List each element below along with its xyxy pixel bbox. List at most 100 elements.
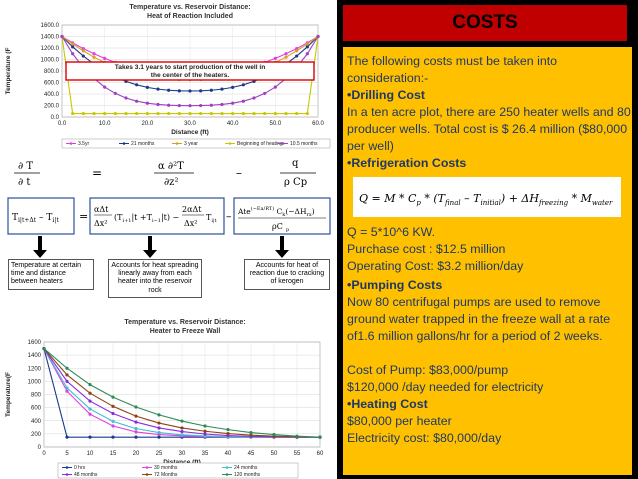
data-point: [273, 111, 277, 116]
svg-text:=: =: [92, 166, 102, 180]
chart1-title-line1: Temperature vs. Reservoir Distance:: [129, 4, 250, 11]
data-point: [88, 399, 92, 403]
data-point: [111, 411, 115, 416]
data-point: [305, 45, 309, 49]
legend-marker: [145, 473, 149, 476]
data-point: [65, 379, 69, 383]
data-point: [71, 45, 75, 49]
x-tick-label: 10.0: [99, 121, 111, 127]
data-point: [188, 89, 192, 93]
eq-rhs-numerator: q: [292, 158, 299, 169]
operating-cost: Operating Cost: $3.2 million/day: [347, 259, 524, 273]
data-point: [231, 101, 235, 105]
svg-text:Ate(−Ea/RT) Ck(−ΔHrx): Ate(−Ea/RT) Ck(−ΔHrx): [237, 205, 315, 218]
data-point: [241, 99, 245, 103]
data-point: [226, 428, 230, 432]
data-point: [305, 52, 309, 56]
eq-lhs-denominator: ∂ t: [18, 177, 30, 188]
legend-marker: [228, 142, 232, 145]
y-tick-label: 200: [31, 432, 42, 438]
legend-box: [61, 138, 331, 149]
data-point: [134, 405, 138, 409]
y-tick-label: 600: [31, 406, 42, 412]
data-point: [231, 85, 235, 89]
x-tick-label: 40: [225, 451, 232, 457]
legend-label: 72 Months: [154, 472, 178, 478]
data-point: [180, 429, 184, 434]
data-point: [71, 111, 75, 116]
data-point: [220, 102, 224, 107]
data-point: [157, 426, 161, 430]
data-point: [273, 56, 277, 60]
data-point: [231, 111, 235, 116]
data-point: [134, 414, 138, 418]
data-point: [295, 46, 299, 51]
chart2-title-line2: Heater to Freeze Wall: [150, 328, 221, 335]
legend-label: 10.5 months: [290, 141, 318, 147]
data-point: [157, 435, 161, 439]
data-point: [203, 432, 207, 436]
pumping-heading: •Pumping Costs: [347, 278, 443, 292]
data-point: [156, 102, 160, 107]
data-point: [318, 435, 322, 439]
y-tick-label: 1200: [28, 366, 42, 372]
electricity-pumping: $120,000 /day needed for electricity: [347, 380, 544, 394]
y-tick-label: 400: [31, 419, 42, 425]
data-point: [81, 111, 85, 116]
data-point: [167, 111, 171, 116]
data-point: [252, 96, 256, 100]
drilling-text: In a ten acre plot, there are 250 heater…: [347, 105, 631, 153]
data-point: [209, 103, 213, 107]
intro-text: The following costs must be taken into c…: [347, 54, 558, 85]
x-axis-label: Distance (ft): [163, 459, 201, 466]
data-point: [167, 103, 171, 107]
y-tick-label: 1600: [28, 340, 42, 346]
data-point: [220, 87, 224, 91]
x-tick-label: 50.0: [269, 121, 281, 127]
eq-mid-denominator: ∂z²: [164, 177, 178, 188]
x-tick-label: 20.0: [141, 121, 153, 127]
legend-marker: [65, 466, 69, 469]
data-point: [188, 104, 192, 108]
data-point: [124, 111, 128, 116]
y-tick-label: 200.0: [44, 104, 60, 110]
data-point: [65, 435, 69, 439]
data-point: [145, 101, 149, 105]
svg-text:–: –: [226, 210, 232, 223]
legend-box: [57, 462, 299, 479]
legend-marker: [145, 466, 149, 469]
data-point: [209, 88, 213, 92]
x-tick-label: 30.0: [184, 121, 196, 127]
chart2-title-line1: Temperature vs. Reservoir Distance:: [124, 319, 245, 326]
svg-text:=: =: [79, 210, 88, 223]
legend-label: 48 months: [74, 472, 98, 478]
y-tick-label: 600.0: [44, 81, 60, 87]
data-point: [156, 111, 160, 116]
data-point: [145, 111, 149, 116]
annotation-heat-spreading: Accounts for heat spreading linearly awa…: [108, 259, 202, 298]
svg-text:(Ti+1|t +Ti−1|t) −: (Ti+1|t +Ti−1|t) −: [114, 213, 179, 224]
data-point: [284, 111, 288, 116]
slide-title: COSTS: [452, 12, 518, 33]
data-point: [65, 389, 69, 393]
data-point: [249, 433, 253, 437]
y-axis-label: Temperature(F: [5, 372, 12, 417]
legend-marker: [122, 142, 126, 145]
data-point: [88, 435, 92, 439]
y-tick-label: 1000.0: [41, 58, 60, 64]
svg-text:–: –: [236, 166, 242, 180]
x-tick-label: 5: [65, 451, 69, 457]
y-tick-label: 1000: [28, 379, 42, 385]
data-point: [241, 83, 245, 87]
data-point: [157, 421, 161, 425]
annotation-heat-of-reaction: Accounts for heat of reaction due to cra…: [244, 259, 330, 290]
data-point: [134, 430, 138, 434]
data-point: [111, 435, 115, 439]
data-point: [226, 431, 230, 436]
legend-marker: [225, 473, 229, 476]
data-point: [81, 49, 85, 53]
data-point: [209, 111, 213, 116]
x-axis-label: Distance (ft): [171, 129, 209, 136]
data-point: [167, 88, 171, 92]
data-point: [180, 433, 184, 437]
